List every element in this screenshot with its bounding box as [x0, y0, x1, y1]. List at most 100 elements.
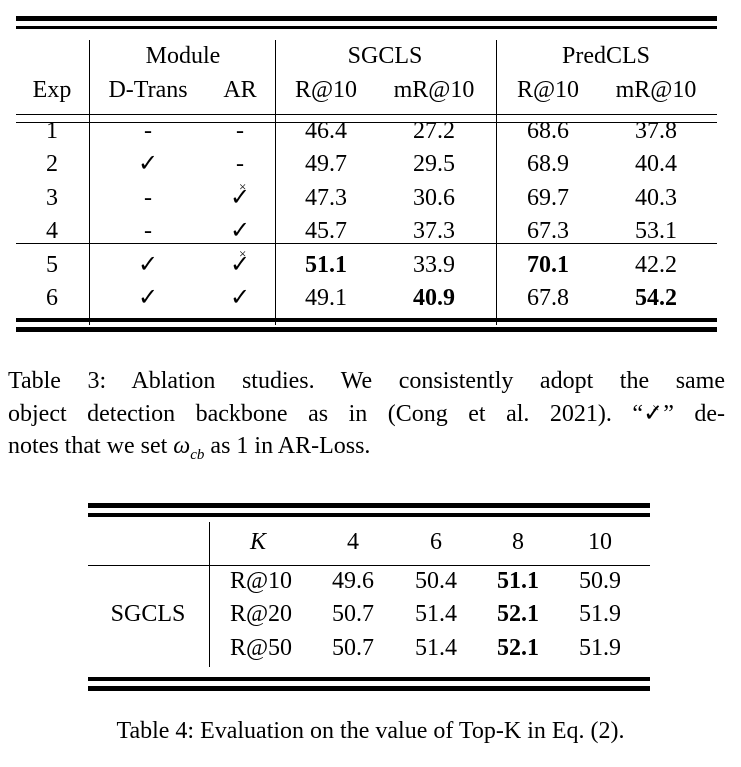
table-cell: 45.7 — [305, 218, 347, 244]
k-value: 6 — [430, 529, 442, 555]
caption-line: object detection backbone as in (Cong et… — [8, 398, 725, 431]
table-cell: 40.9 — [413, 285, 455, 311]
divider — [496, 40, 497, 325]
metric-label: R@20 — [229, 601, 293, 627]
table-cell: - — [144, 185, 152, 211]
col-header: R@10 — [294, 77, 358, 103]
row-group-sgcls: SGCLS — [110, 601, 186, 627]
check-icon: ✓ — [229, 218, 251, 244]
caption-text: ” de- — [663, 400, 725, 427]
table-cell: - — [236, 118, 244, 144]
table-cell: 67.3 — [527, 218, 569, 244]
table-cell: 2 — [46, 151, 58, 177]
table-cell: 67.8 — [527, 285, 569, 311]
table-cell: 5 — [46, 252, 58, 278]
table-cell: 68.6 — [527, 118, 569, 144]
bottom-rule — [88, 677, 650, 681]
mid-rule — [16, 114, 717, 115]
table-3-caption: Table 3: Ablation studies. We consistent… — [8, 365, 725, 471]
table-cell: 40.3 — [635, 185, 677, 211]
table-cell: 53.1 — [635, 218, 677, 244]
table-cell: 49.1 — [305, 285, 347, 311]
omega-symbol: ω — [173, 433, 191, 459]
table-cell: - — [236, 151, 244, 177]
table-4-caption: Table 4: Evaluation on the value of Top-… — [116, 718, 625, 744]
table-cell: 37.8 — [635, 118, 677, 144]
col-header: mR@10 — [393, 77, 475, 103]
check-icon: ✓ — [137, 285, 159, 311]
table-cell: 51.9 — [579, 635, 621, 661]
check-icon: ✓ — [137, 252, 159, 278]
table-cell: 1 — [46, 118, 58, 144]
omega-subscript: cb — [190, 446, 205, 463]
table-cell: 68.9 — [527, 151, 569, 177]
k-value: 10 — [588, 529, 612, 555]
table-cell: 50.7 — [332, 635, 374, 661]
table-cell: 47.3 — [305, 185, 347, 211]
col-header: Exp — [32, 77, 72, 103]
table-cell: 33.9 — [413, 252, 455, 278]
table-cell: 50.7 — [332, 601, 374, 627]
table-cell: 37.3 — [413, 218, 455, 244]
table-cell: 69.7 — [527, 185, 569, 211]
k-header: K — [249, 529, 267, 555]
group-header-sgcls: SGCLS — [347, 43, 423, 69]
table-cell: - — [144, 118, 152, 144]
table-cell: 49.7 — [305, 151, 347, 177]
table-cell: 51.1 — [497, 568, 539, 594]
table-cell: 54.2 — [635, 285, 677, 311]
top-rule — [88, 513, 650, 517]
table-cell: 51.1 — [305, 252, 347, 278]
check-cross-icon: ✓ × — [643, 399, 664, 427]
caption-text: as 1 in AR-Loss. — [204, 433, 371, 459]
table-cell: 52.1 — [497, 635, 539, 661]
table-cell: 42.2 — [635, 252, 677, 278]
col-header: D-Trans — [108, 77, 188, 103]
check-cross-icon: ✓ × — [229, 246, 251, 278]
table-cell: 29.5 — [413, 151, 455, 177]
table-cell: 50.4 — [415, 568, 457, 594]
table-cell: 51.9 — [579, 601, 621, 627]
table-cell: 30.6 — [413, 185, 455, 211]
table-cell: 4 — [46, 218, 58, 244]
table-cell: 27.2 — [413, 118, 455, 144]
k-value: 8 — [512, 529, 524, 555]
table-cell: 50.9 — [579, 568, 621, 594]
check-icon: ✓ — [229, 285, 251, 311]
table-cell: 49.6 — [332, 568, 374, 594]
mid-rule — [88, 565, 650, 566]
metric-label: R@10 — [229, 568, 293, 594]
caption-line: notes that we set ωcb as 1 in AR-Loss. — [8, 430, 725, 471]
check-icon: ✓ — [137, 151, 159, 177]
mid-rule — [16, 243, 717, 244]
k-value: 4 — [347, 529, 359, 555]
table-cell: 3 — [46, 185, 58, 211]
col-header: R@10 — [516, 77, 580, 103]
check-cross-icon: ✓ × — [229, 179, 251, 211]
bottom-rule — [16, 318, 717, 322]
table-cell: 6 — [46, 285, 58, 311]
divider — [89, 40, 90, 325]
table-cell: - — [144, 218, 152, 244]
top-rule — [16, 26, 717, 29]
bottom-rule — [16, 327, 717, 332]
table-cell: 46.4 — [305, 118, 347, 144]
table-cell: 40.4 — [635, 151, 677, 177]
table-cell: 51.4 — [415, 601, 457, 627]
divider — [275, 40, 276, 325]
table-cell: 51.4 — [415, 635, 457, 661]
top-rule — [16, 16, 717, 21]
mid-rule — [16, 122, 717, 123]
group-header-module: Module — [145, 43, 221, 69]
metric-label: R@50 — [229, 635, 293, 661]
top-rule — [88, 503, 650, 508]
col-header: AR — [223, 77, 257, 103]
caption-text: notes that we set — [8, 433, 174, 459]
divider — [209, 522, 210, 667]
group-header-predcls: PredCLS — [561, 43, 651, 69]
col-header: mR@10 — [615, 77, 697, 103]
table-cell: 52.1 — [497, 601, 539, 627]
caption-text: object detection backbone as in (Cong et… — [8, 400, 644, 427]
table-cell: 70.1 — [527, 252, 569, 278]
caption-line: Table 3: Ablation studies. We consistent… — [8, 368, 725, 394]
